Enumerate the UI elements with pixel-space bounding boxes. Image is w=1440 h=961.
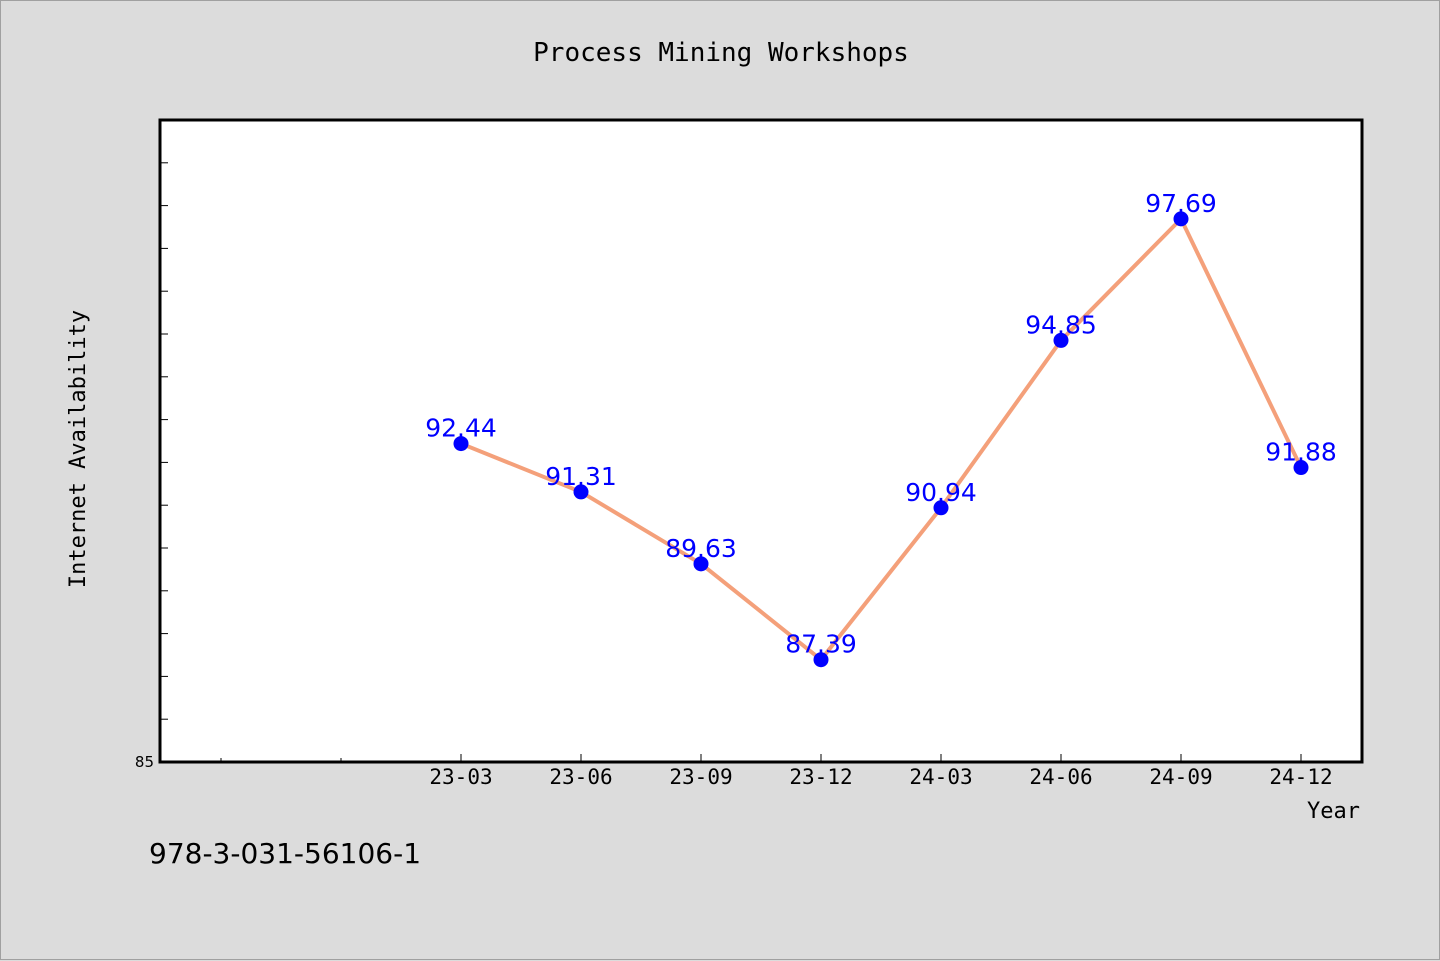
- x-tick-label: 24-03: [909, 765, 972, 789]
- chart-title: Process Mining Workshops: [533, 38, 909, 68]
- x-tick-label: 23-12: [789, 765, 852, 789]
- data-label: 91.88: [1265, 438, 1337, 467]
- data-label: 89.63: [665, 534, 737, 563]
- data-point: [933, 500, 949, 516]
- y-ticks: [160, 162, 168, 720]
- data-point: [573, 484, 589, 500]
- x-tick-label: 23-09: [669, 765, 732, 789]
- data-point: [453, 436, 469, 452]
- y-tick-label-85: 85: [135, 753, 154, 771]
- series-layer: 92.44 91.31 89.63 87.39 90.94 94.85 97.69 91.88: [425, 189, 1337, 668]
- plot-area: [158, 118, 1364, 764]
- data-label: 94.85: [1025, 310, 1097, 339]
- data-label: 92.44: [425, 414, 497, 443]
- x-ticks: 23-03 23-06 23-09 23-12 24-03 24-06 24-09 24-12: [220, 754, 1333, 789]
- x-tick-label: 23-06: [549, 765, 612, 789]
- footer-isbn: 978-3-031-56106-1: [149, 837, 421, 870]
- data-label: 97.69: [1145, 189, 1217, 218]
- data-point: [1293, 460, 1309, 476]
- x-tick-label: 24-09: [1149, 765, 1212, 789]
- series-line: [460, 216, 1303, 662]
- data-label: 87.39: [785, 630, 857, 659]
- y-axis-label: Internet Availability: [66, 310, 91, 588]
- data-point: [1173, 211, 1189, 227]
- x-tick-label: 24-06: [1029, 765, 1092, 789]
- data-point: [813, 652, 829, 668]
- data-point: [1053, 332, 1069, 348]
- data-point: [693, 556, 709, 572]
- data-label: 91.31: [545, 462, 617, 491]
- x-axis-label: Year: [1307, 799, 1360, 824]
- x-tick-label: 23-03: [429, 765, 492, 789]
- data-label: 90.94: [905, 478, 977, 507]
- x-tick-label: 24-12: [1269, 765, 1332, 789]
